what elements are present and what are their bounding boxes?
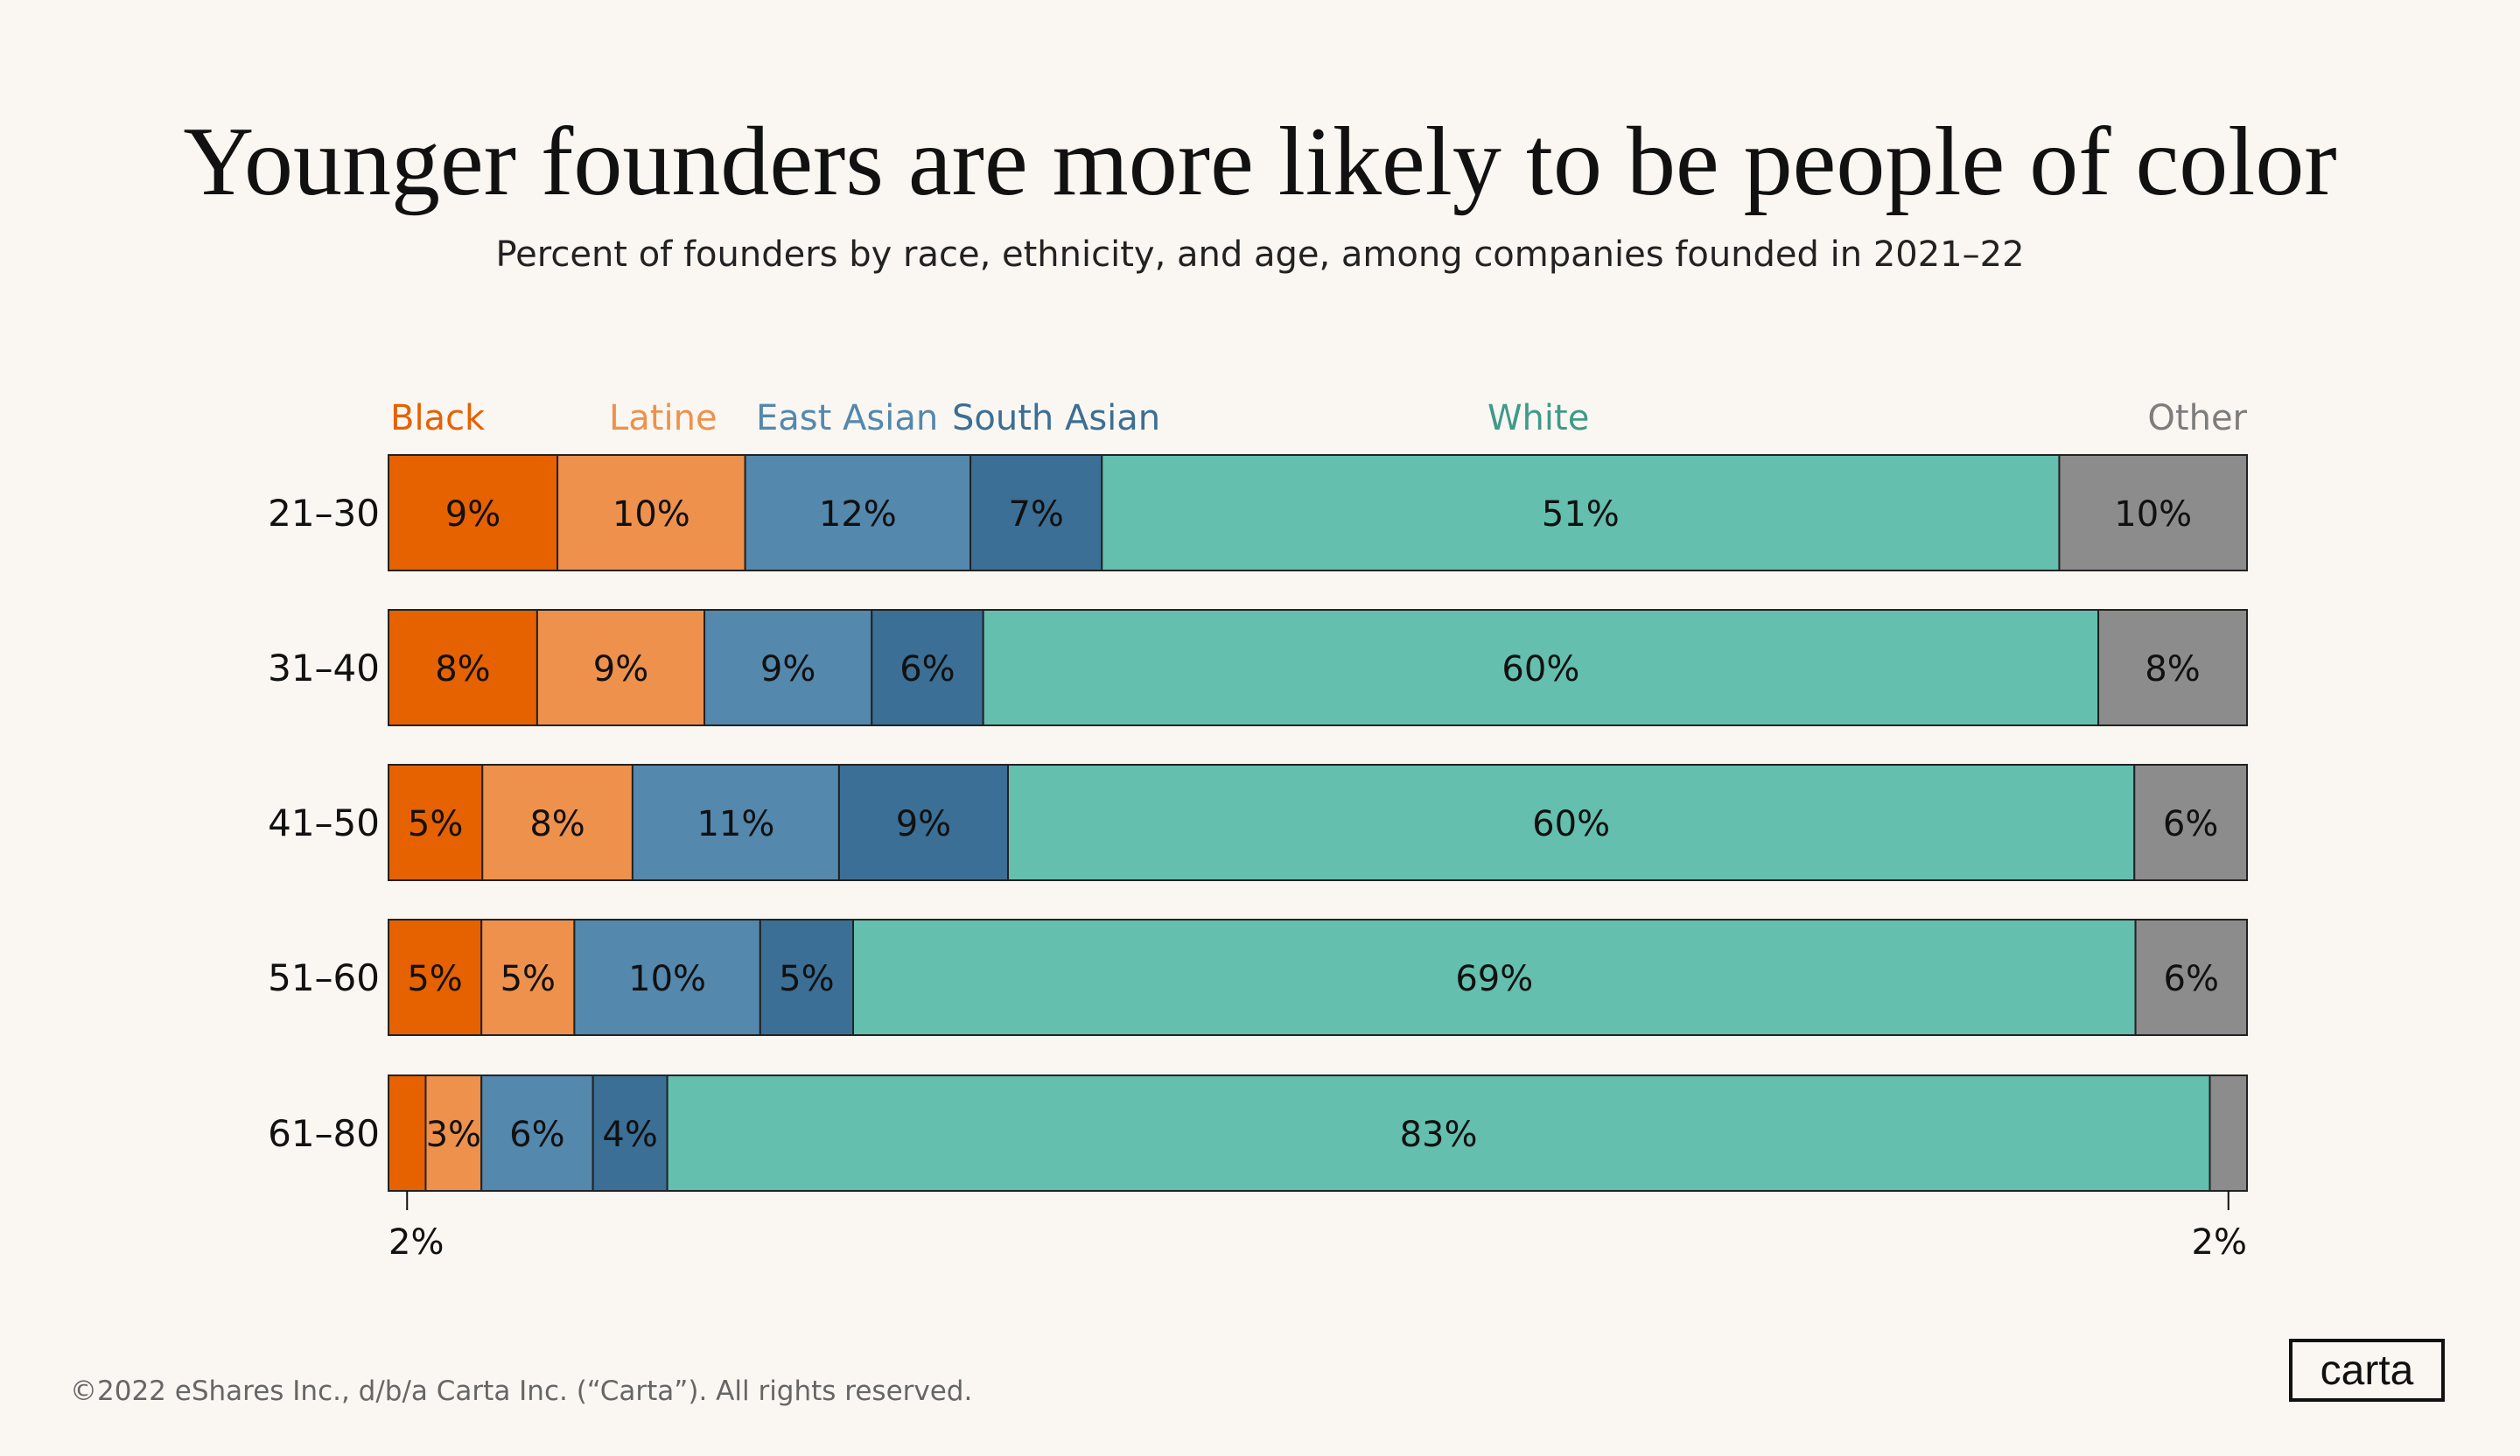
data-label: 10% <box>628 959 706 999</box>
data-label: 9% <box>760 649 816 690</box>
bar-segment-south-asian <box>592 1074 668 1192</box>
data-label: 60% <box>1502 649 1579 690</box>
data-label: 8% <box>2145 649 2200 690</box>
logo-wordmark: carta <box>2320 1347 2414 1394</box>
data-label: 3% <box>426 1115 481 1155</box>
data-label: 9% <box>896 804 951 844</box>
bar-segment-south-asian <box>970 454 1103 571</box>
bar-segment-east-asian <box>480 1074 594 1192</box>
bar-segment-black <box>388 919 483 1036</box>
chart-title: Younger founders are more likely to be p… <box>183 108 2337 216</box>
legend-latine: Latine <box>609 398 718 438</box>
copyright-footer: ©2022 eShares Inc., d/b/a Carta Inc. (“C… <box>70 1376 973 1407</box>
data-label: 8% <box>529 804 584 844</box>
data-label: 10% <box>612 494 690 535</box>
bar-segment-latine <box>536 609 706 726</box>
bar-segment-black <box>388 454 559 571</box>
data-label: 11% <box>696 804 774 844</box>
row-label: 31–40 <box>268 647 380 690</box>
legend-white: White <box>1488 398 1590 438</box>
data-label: 5% <box>500 959 556 999</box>
bar-segment-south-asian <box>759 919 854 1036</box>
bar-segment-south-asian <box>837 764 1010 881</box>
bar-segment-latine <box>480 919 576 1036</box>
data-label: 9% <box>445 494 500 535</box>
carta-logo: carta <box>2289 1339 2445 1402</box>
bar-segment-east-asian <box>704 609 873 726</box>
data-label: 4% <box>602 1115 657 1155</box>
data-label: 6% <box>2163 804 2218 844</box>
data-label: 2% <box>2192 1222 2247 1263</box>
bar-segment-other <box>2133 764 2248 881</box>
data-label: 2% <box>388 1222 444 1263</box>
data-label: 12% <box>819 494 897 535</box>
bar-segment-east-asian <box>631 764 840 881</box>
data-label: 5% <box>408 804 463 844</box>
data-label: 51% <box>1542 494 1620 535</box>
data-label: 6% <box>900 649 955 690</box>
row-label: 21–30 <box>268 492 380 535</box>
bar-segment-black <box>388 764 484 881</box>
data-label: 9% <box>593 649 648 690</box>
data-label: 8% <box>435 649 490 690</box>
legend-black: Black <box>390 398 486 438</box>
data-label: 5% <box>407 959 462 999</box>
bar-segment-black <box>388 1074 427 1192</box>
data-label: 7% <box>1008 494 1063 535</box>
bar-segment-latine <box>481 764 634 881</box>
bar-segment-east-asian <box>744 454 972 571</box>
data-label: 60% <box>1532 804 1610 844</box>
legend-other: Other <box>2147 398 2247 438</box>
bar-segment-south-asian <box>871 609 984 726</box>
data-label: 10% <box>2114 494 2192 535</box>
bar-segment-latine <box>556 454 746 571</box>
bar-segment-east-asian <box>573 919 761 1036</box>
data-label: 5% <box>779 959 834 999</box>
bar-segment-black <box>388 609 538 726</box>
bar-segment-other <box>2058 454 2249 571</box>
bar-segment-other <box>2097 609 2249 726</box>
bar-segment-white <box>852 919 2137 1036</box>
chart-subtitle: Percent of founders by race, ethnicity, … <box>495 234 2025 275</box>
data-label: 83% <box>1400 1115 1478 1155</box>
bar-segment-white <box>982 609 2100 726</box>
data-label: 69% <box>1455 959 1533 999</box>
legend-south-asian: South Asian <box>952 398 1161 438</box>
bar-segment-other <box>2134 919 2249 1036</box>
row-label: 61–80 <box>268 1112 380 1155</box>
data-label: 6% <box>509 1115 564 1155</box>
legend-east-asian: East Asian <box>756 398 939 438</box>
row-label: 51–60 <box>268 956 380 999</box>
bar-segment-white <box>1007 764 2136 881</box>
bar-segment-white <box>666 1074 2211 1192</box>
bar-segment-other <box>2208 1074 2249 1192</box>
row-label: 41–50 <box>268 802 380 844</box>
data-label: 6% <box>2164 959 2219 999</box>
